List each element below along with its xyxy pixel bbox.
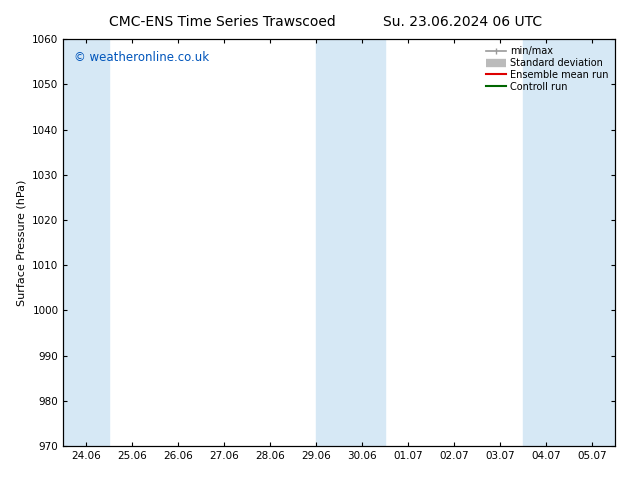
Text: Su. 23.06.2024 06 UTC: Su. 23.06.2024 06 UTC: [384, 15, 542, 29]
Y-axis label: Surface Pressure (hPa): Surface Pressure (hPa): [16, 179, 27, 306]
Bar: [63, 39, 110, 446]
Text: © weatheronline.co.uk: © weatheronline.co.uk: [74, 51, 210, 64]
Legend: min/max, Standard deviation, Ensemble mean run, Controll run: min/max, Standard deviation, Ensemble me…: [484, 44, 610, 94]
Text: CMC-ENS Time Series Trawscoed: CMC-ENS Time Series Trawscoed: [108, 15, 335, 29]
Bar: [523, 39, 615, 446]
Bar: [316, 39, 385, 446]
